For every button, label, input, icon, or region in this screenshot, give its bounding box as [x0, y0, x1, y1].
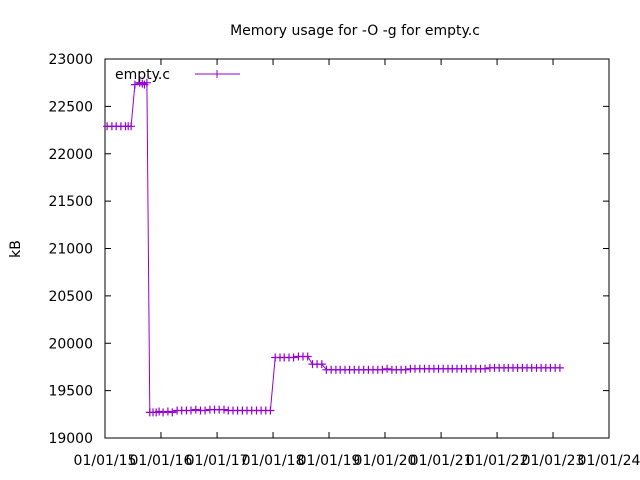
data-point [481, 364, 490, 373]
y-tick-label: 20500 [48, 289, 93, 305]
data-point [127, 122, 136, 131]
series-layer [103, 78, 564, 417]
y-axis-label: kB [8, 240, 24, 258]
y-tick-label: 23000 [48, 52, 93, 68]
data-point [378, 365, 387, 374]
x-tick-label: 01/01/22 [466, 453, 529, 469]
legend-label: empty.c [115, 67, 170, 83]
data-point [163, 407, 172, 416]
x-tick-label: 01/01/20 [354, 453, 417, 469]
plot-border [104, 58, 610, 439]
data-point [142, 78, 151, 87]
y-tick-label: 22000 [48, 147, 93, 163]
data-point [187, 406, 195, 415]
legend: empty.c [115, 67, 240, 83]
x-tick-label: 01/01/19 [298, 453, 361, 469]
x-tick-label: 01/01/16 [130, 453, 193, 469]
y-tick-label: 21500 [48, 194, 93, 210]
legend-marker [213, 70, 221, 78]
x-tick-label: 01/01/17 [186, 453, 249, 469]
data-point [155, 407, 164, 416]
data-point [383, 364, 392, 373]
series-line [107, 81, 560, 413]
y-tick-label: 20000 [48, 336, 93, 352]
data-point [201, 406, 210, 415]
data-point [191, 405, 200, 414]
y-tick-label: 19500 [48, 384, 93, 400]
x-tick-label: 01/01/21 [410, 453, 473, 469]
data-point [289, 353, 298, 362]
data-point [401, 365, 410, 374]
y-tick-label: 22500 [48, 99, 93, 115]
data-point [159, 408, 168, 417]
data-point [303, 352, 312, 361]
y-axis: 19000 19500 20000 20500 21000 21500 22000 22500… [48, 52, 609, 447]
data-point [555, 363, 564, 372]
data-point [130, 80, 139, 89]
x-axis: 01/01/1501/01/1601/01/1701/01/1801/01/19… [74, 59, 640, 469]
x-tick-label: 01/01/15 [74, 453, 137, 469]
data-point [168, 408, 177, 417]
y-tick-label: 19000 [48, 431, 93, 447]
data-point [266, 406, 275, 415]
x-tick-label: 01/01/23 [522, 453, 585, 469]
data-point [220, 405, 228, 414]
y-tick-label: 21000 [48, 242, 93, 258]
x-tick-label: 01/01/18 [242, 453, 305, 469]
x-tick-label: 01/01/24 [578, 453, 640, 469]
data-point [317, 360, 326, 369]
chart-title: Memory usage for -O -g for empty.c [230, 23, 480, 39]
